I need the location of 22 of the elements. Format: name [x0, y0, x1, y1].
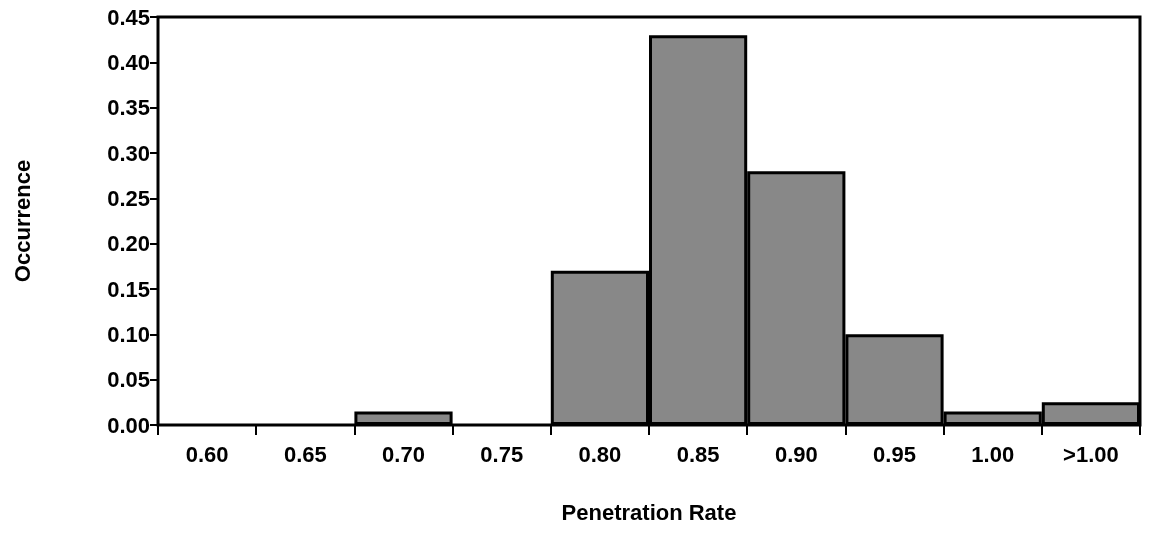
y-tick-label: 0.05 — [107, 367, 150, 393]
x-tick-label: >1.00 — [1063, 441, 1119, 467]
x-tick-label: 0.60 — [185, 441, 229, 467]
y-tick-label: 0.35 — [107, 95, 150, 121]
y-tick-label: 0.40 — [107, 49, 150, 75]
x-tick-label: 0.85 — [676, 441, 720, 467]
y-tick-label: 0.15 — [107, 276, 150, 302]
x-tick-label: 0.65 — [283, 441, 327, 467]
x-tick-label: 0.70 — [382, 441, 425, 467]
x-axis-title: Penetration Rate — [561, 499, 737, 525]
y-tick-label: 0.20 — [107, 231, 150, 257]
x-tick-label: 0.95 — [873, 441, 916, 467]
x-tick-label: 0.75 — [480, 441, 524, 467]
x-tick-label: 0.80 — [578, 441, 622, 467]
y-axis-title: Occurrence — [9, 159, 35, 283]
y-tick-label: 0.25 — [107, 185, 150, 211]
x-tick-label: 0.90 — [774, 441, 818, 467]
y-tick-label: 0.30 — [107, 140, 150, 166]
x-tick-label: 1.00 — [971, 441, 1015, 467]
y-tick-label: 0.45 — [107, 4, 150, 30]
y-tick-label: 0.10 — [107, 321, 150, 347]
y-tick-label: 0.00 — [107, 412, 150, 438]
